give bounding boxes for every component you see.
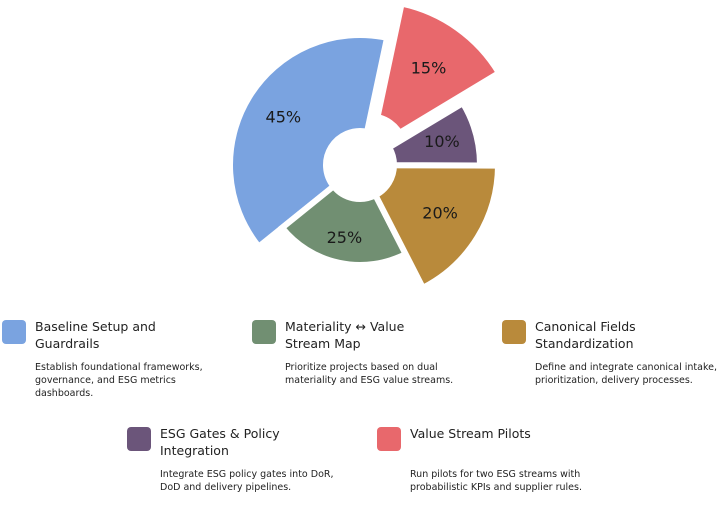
chart: 45% 25% 20% 10% 15% <box>227 0 504 292</box>
slice-label: 25% <box>327 228 363 247</box>
slice-label: 10% <box>424 132 460 151</box>
legend-swatch <box>127 427 151 451</box>
legend-swatch <box>252 320 276 344</box>
slice-label: 20% <box>422 204 458 223</box>
legend-description: Run pilots for two ESG streams with prob… <box>410 469 582 493</box>
legend-title: Materiality ↔ Value Stream Map <box>285 319 405 351</box>
legend-description: Define and integrate canonical intake, p… <box>535 362 717 386</box>
slice-label: 15% <box>411 58 447 77</box>
slice <box>371 162 502 292</box>
slice <box>385 98 483 169</box>
legend-title: Canonical Fields Standardization <box>535 319 636 351</box>
legend-swatch <box>502 320 526 344</box>
slice <box>277 182 410 268</box>
legend-description: Prioritize projects based on dual materi… <box>285 362 454 386</box>
legend-title: ESG Gates & Policy Integration <box>160 426 280 458</box>
legend-title: Baseline Setup and Guardrails <box>35 319 156 351</box>
slice <box>227 32 391 251</box>
slice-label: 45% <box>266 107 302 126</box>
legend-description: Integrate ESG policy gates into DoR, DoD… <box>160 469 334 493</box>
legend-swatch <box>377 427 401 451</box>
legend-title: Value Stream Pilots <box>410 426 531 441</box>
slice <box>373 0 504 137</box>
legend-description: Establish foundational frameworks, gover… <box>35 362 203 399</box>
legend-swatch <box>2 320 26 344</box>
